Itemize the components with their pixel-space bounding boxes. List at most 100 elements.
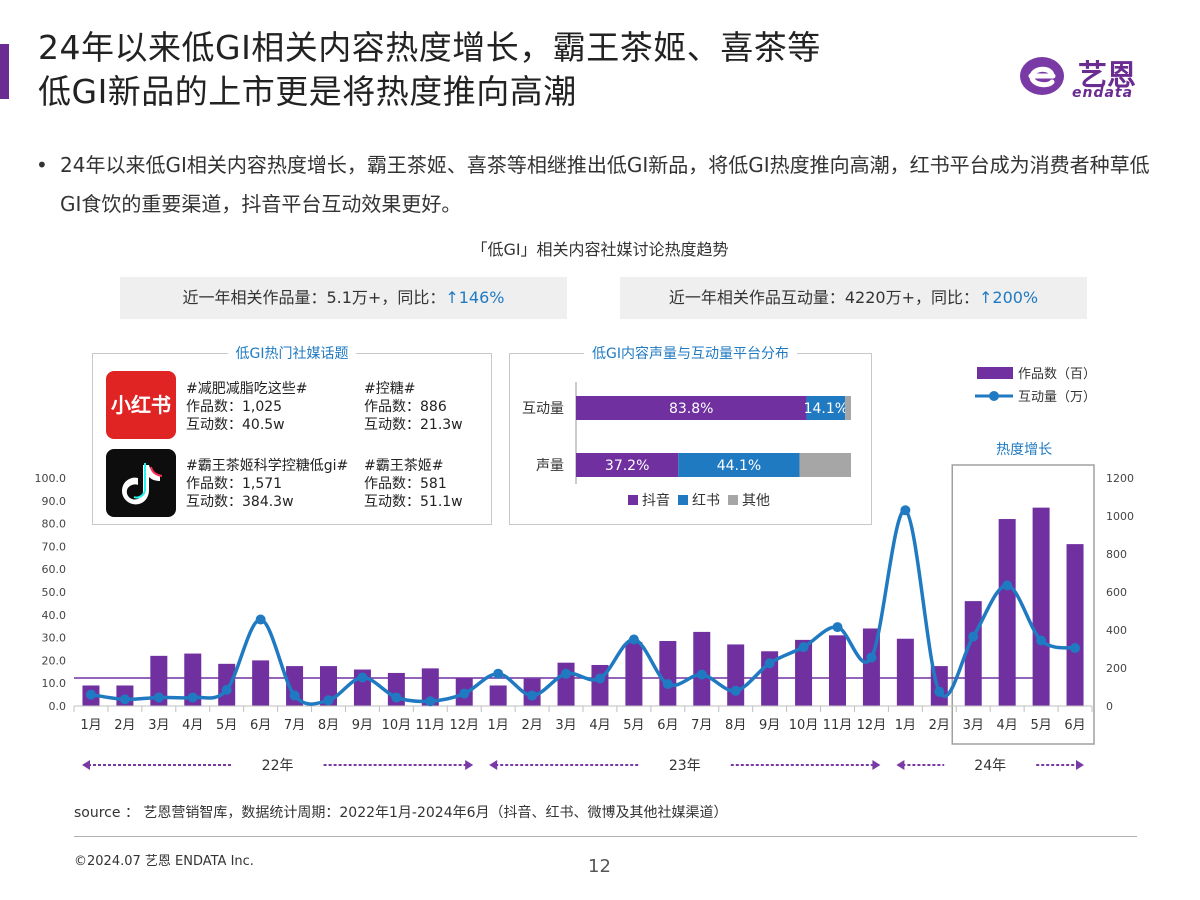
interactions-point [968, 631, 979, 642]
works-bar [727, 644, 745, 706]
interactions-point [425, 696, 436, 707]
x-tick-label: 10月 [789, 718, 819, 733]
x-tick-label: 1月 [895, 718, 916, 733]
legend-swatch-works [977, 367, 1013, 379]
topic-works: 作品数：1,025 [186, 399, 283, 415]
legend-label-works: 作品数（百） [1018, 367, 1096, 382]
x-tick-label: 4月 [997, 718, 1018, 733]
platform-bar-segment [799, 453, 851, 477]
works-bar [150, 655, 168, 706]
x-tick-label: 4月 [589, 718, 610, 733]
platform-legend-label: 红书 [692, 493, 720, 509]
topic-name: #控糖# [364, 381, 416, 397]
works-bar [625, 642, 643, 706]
title-accent-bar [0, 44, 9, 99]
x-tick-label: 2月 [114, 718, 135, 733]
stat-box-works: 近一年相关作品量：5.1万+，同比：↑146% [120, 277, 567, 319]
platform-bar-label: 44.1% [717, 458, 761, 474]
y-left-tick-label: 40.0 [42, 609, 67, 622]
interactions-point [594, 673, 605, 684]
topics-panel-title: 低GI热门社媒话题 [93, 343, 491, 363]
source-note: source ： 艺恩营销智库，数据统计周期：2022年1月-2024年6月（抖… [74, 805, 728, 821]
arrowhead-left-icon [489, 760, 498, 770]
x-tick-label: 7月 [691, 718, 712, 733]
stat-works-value: ↑146% [445, 288, 505, 307]
works-bar [998, 519, 1016, 706]
y-left-tick-label: 20.0 [42, 654, 67, 667]
legend-label-interactions: 互动量（万） [1018, 390, 1096, 405]
x-tick-label: 3月 [148, 718, 169, 733]
chart-title: 「低GI」相关内容社媒讨论热度趋势 [471, 240, 729, 259]
x-tick-label: 8月 [318, 718, 339, 733]
interactions-point [391, 692, 402, 703]
stat-interactions-value: ↑200% [978, 288, 1039, 307]
topic-name: #减肥减脂吃这些# [186, 381, 308, 397]
works-bar [252, 660, 270, 706]
x-tick-label: 4月 [182, 718, 203, 733]
y-left-tick-label: 10.0 [42, 677, 67, 690]
logo-text: 艺恩 [1078, 58, 1137, 92]
y-left-tick-label: 30.0 [42, 632, 67, 645]
platform-category-label: 互动量 [522, 401, 564, 417]
topic-works: 作品数：886 [364, 399, 447, 415]
interactions-point [153, 692, 164, 703]
works-bar [184, 653, 202, 706]
interactions-point [866, 652, 877, 663]
x-tick-label: 5月 [623, 718, 644, 733]
page-title: 24年以来低GI相关内容热度增长，霸王茶姬、喜茶等 低GI新品的上市更是将热度推… [38, 26, 998, 114]
douyin-icon [106, 449, 176, 517]
topic-interactions: 互动数：40.5w [186, 417, 285, 433]
topic-item: #控糖# 作品数：886 互动数：21.3w [364, 380, 463, 434]
platform-legend-swatch [678, 495, 688, 505]
interactions-point [221, 684, 232, 695]
x-tick-label: 6月 [657, 718, 678, 733]
works-bar [320, 666, 337, 706]
topic-item: #减肥减脂吃这些# 作品数：1,025 互动数：40.5w [186, 380, 307, 434]
works-bar [489, 685, 507, 706]
x-tick-label: 9月 [352, 718, 373, 733]
interactions-point [187, 692, 198, 703]
arrowhead-right-icon [1076, 760, 1084, 770]
topic-interactions: 互动数：51.1w [364, 494, 463, 510]
works-bar [795, 639, 813, 706]
x-tick-label: 11月 [416, 718, 446, 733]
stat-works-label: 近一年相关作品量：5.1万+，同比： [182, 288, 446, 307]
topic-interactions: 互动数：384.3w [186, 494, 294, 510]
platform-bar-segment [576, 396, 807, 420]
footer-divider [74, 836, 1137, 837]
platform-bar-segment [845, 396, 851, 420]
works-bar [659, 641, 677, 706]
interactions-point [628, 634, 639, 645]
y-left-tick-label: 70.0 [42, 540, 67, 553]
topic-works: 作品数：581 [364, 476, 447, 492]
y-left-tick-label: 50.0 [42, 586, 67, 599]
works-bar [1032, 507, 1050, 706]
page-number: 12 [588, 856, 611, 877]
x-tick-label: 7月 [284, 718, 305, 733]
platform-bar-segment [576, 453, 679, 477]
platform-legend-swatch [728, 495, 738, 505]
y-right-tick-label: 1000 [1106, 510, 1134, 523]
y-left-tick-label: 0.0 [49, 700, 67, 713]
interactions-point [832, 622, 843, 633]
x-tick-label: 12月 [857, 718, 887, 733]
topic-interactions: 互动数：21.3w [364, 417, 463, 433]
y-left-tick-label: 60.0 [42, 563, 67, 576]
y-right-tick-label: 0 [1106, 700, 1113, 713]
interactions-point [493, 668, 504, 679]
works-bar [693, 631, 711, 706]
works-bar [829, 635, 846, 706]
x-tick-label: 12月 [449, 718, 479, 733]
x-tick-label: 3月 [555, 718, 576, 733]
platform-category-label: 声量 [536, 458, 564, 474]
topics-panel: 低GI热门社媒话题 小红书 #减肥减脂吃这些# 作品数：1,025 互动数：40… [92, 346, 492, 525]
interactions-point [1070, 643, 1081, 654]
platform-bar-label: 83.8% [669, 401, 713, 417]
interactions-point [730, 685, 741, 696]
bullet-text: 24年以来低GI相关内容热度增长，霸王茶姬、喜茶等相继推出低GI新品，将低GI热… [60, 153, 1150, 216]
y-right-tick-label: 600 [1106, 586, 1127, 599]
x-tick-label: 1月 [488, 718, 509, 733]
x-tick-label: 2月 [929, 718, 950, 733]
topic-name: #霸王茶姬# [364, 458, 444, 474]
interactions-point [662, 679, 673, 690]
